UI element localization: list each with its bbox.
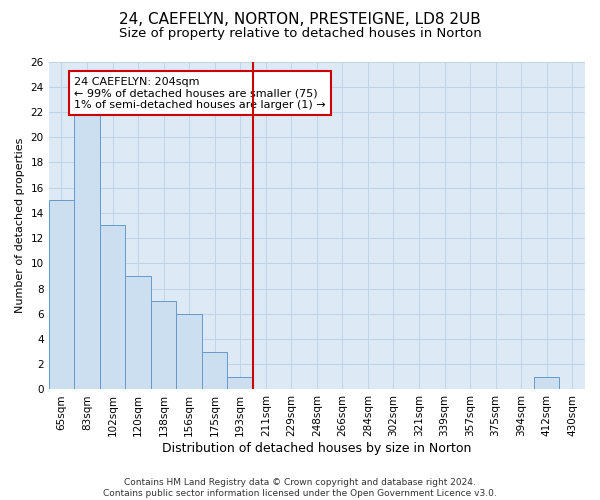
Y-axis label: Number of detached properties: Number of detached properties: [15, 138, 25, 313]
Text: Size of property relative to detached houses in Norton: Size of property relative to detached ho…: [119, 28, 481, 40]
Bar: [100, 226, 125, 390]
Bar: [227, 377, 253, 390]
Bar: [534, 377, 559, 390]
Bar: [74, 112, 100, 390]
X-axis label: Distribution of detached houses by size in Norton: Distribution of detached houses by size …: [162, 442, 472, 455]
Bar: [151, 301, 176, 390]
Bar: [49, 200, 74, 390]
Bar: [176, 314, 202, 390]
Text: Contains HM Land Registry data © Crown copyright and database right 2024.
Contai: Contains HM Land Registry data © Crown c…: [103, 478, 497, 498]
Bar: [125, 276, 151, 390]
Text: 24, CAEFELYN, NORTON, PRESTEIGNE, LD8 2UB: 24, CAEFELYN, NORTON, PRESTEIGNE, LD8 2U…: [119, 12, 481, 28]
Text: 24 CAEFELYN: 204sqm
← 99% of detached houses are smaller (75)
1% of semi-detache: 24 CAEFELYN: 204sqm ← 99% of detached ho…: [74, 76, 326, 110]
Bar: [202, 352, 227, 390]
